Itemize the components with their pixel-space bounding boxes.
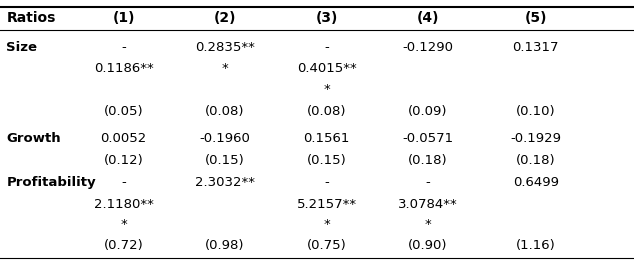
Text: -: - [324,176,329,189]
Text: (0.10): (0.10) [516,105,555,118]
Text: (3): (3) [315,11,338,26]
Text: -: - [425,176,430,189]
Text: (0.12): (0.12) [104,154,143,167]
Text: (0.08): (0.08) [307,105,346,118]
Text: 0.1317: 0.1317 [512,41,559,54]
Text: (2): (2) [214,11,236,26]
Text: -0.1960: -0.1960 [200,132,250,145]
Text: Profitability: Profitability [6,176,96,189]
Text: (0.18): (0.18) [516,154,555,167]
Text: (0.15): (0.15) [205,154,245,167]
Text: 5.2157**: 5.2157** [297,198,356,211]
Text: (0.08): (0.08) [205,105,245,118]
Text: (0.98): (0.98) [205,239,245,252]
Text: (0.72): (0.72) [104,239,143,252]
Text: *: * [425,218,431,231]
Text: (0.15): (0.15) [307,154,346,167]
Text: -0.1290: -0.1290 [403,41,453,54]
Text: (0.09): (0.09) [408,105,448,118]
Text: (0.18): (0.18) [408,154,448,167]
Text: -0.0571: -0.0571 [403,132,453,145]
Text: (0.90): (0.90) [408,239,448,252]
Text: *: * [120,218,127,231]
Text: 0.1186**: 0.1186** [94,62,153,75]
Text: (4): (4) [417,11,439,26]
Text: (5): (5) [524,11,547,26]
Text: Size: Size [6,41,37,54]
Text: (0.05): (0.05) [104,105,143,118]
Text: 0.1561: 0.1561 [303,132,350,145]
Text: *: * [222,62,228,75]
Text: (0.75): (0.75) [307,239,346,252]
Text: (1.16): (1.16) [516,239,555,252]
Text: Growth: Growth [6,132,61,145]
Text: 0.2835**: 0.2835** [195,41,255,54]
Text: 0.0052: 0.0052 [101,132,146,145]
Text: -: - [121,41,126,54]
Text: 2.1180**: 2.1180** [94,198,153,211]
Text: (1): (1) [112,11,135,26]
Text: *: * [323,83,330,96]
Text: 0.4015**: 0.4015** [297,62,356,75]
Text: *: * [323,218,330,231]
Text: 3.0784**: 3.0784** [398,198,458,211]
Text: -: - [121,176,126,189]
Text: 0.6499: 0.6499 [513,176,559,189]
Text: -0.1929: -0.1929 [510,132,561,145]
Text: 2.3032**: 2.3032** [195,176,255,189]
Text: -: - [324,41,329,54]
Text: Ratios: Ratios [6,11,56,26]
